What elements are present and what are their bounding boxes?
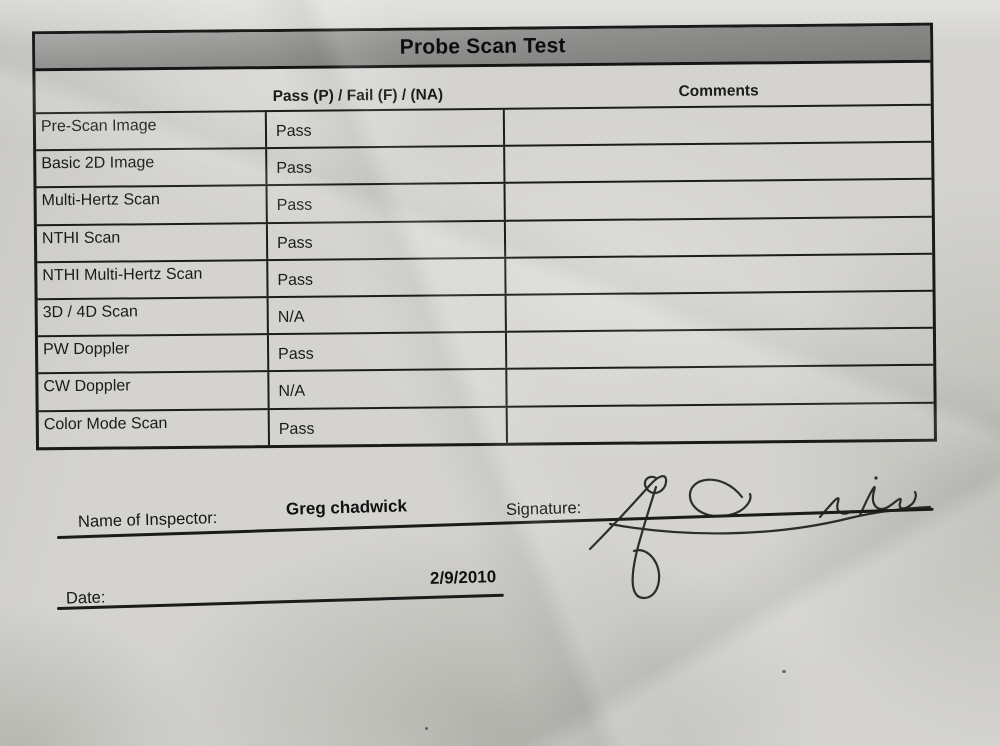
table-row: Color Mode Scan Pass xyxy=(38,403,934,447)
probe-scan-test-table: Probe Scan Test Pass (P) / Fail (F) / (N… xyxy=(32,22,937,450)
cell-comment xyxy=(507,329,933,368)
cell-comment xyxy=(506,180,932,219)
date-line xyxy=(56,593,504,610)
cell-result: N/A xyxy=(269,370,508,408)
cell-result: Pass xyxy=(267,146,506,185)
paper-speck xyxy=(425,727,428,730)
cell-test-name: NTHI Scan xyxy=(36,223,269,262)
cell-result: Pass xyxy=(268,258,507,297)
header-result-col: Pass (P) / Fail (F) / (NA) xyxy=(272,86,444,106)
cell-result: Pass xyxy=(269,407,508,445)
table-title: Probe Scan Test xyxy=(399,34,566,59)
header-comments-col: Comments xyxy=(678,82,759,101)
cell-test-name: CW Doppler xyxy=(38,372,270,410)
inspector-label: Name of Inspector: xyxy=(77,509,218,531)
signature-scrawl xyxy=(588,475,932,600)
cell-result: Pass xyxy=(268,332,508,371)
cell-result: Pass xyxy=(266,109,506,148)
cell-comment xyxy=(505,143,931,182)
cell-comment xyxy=(506,254,932,293)
paper-speck xyxy=(782,670,786,673)
cell-comment xyxy=(507,366,933,405)
cell-comment xyxy=(505,106,931,145)
cell-result: Pass xyxy=(267,221,507,259)
cell-test-name: NTHI Multi-Hertz Scan xyxy=(37,260,269,299)
header-test-col xyxy=(35,69,268,112)
cell-result: N/A xyxy=(268,295,507,334)
cell-comment xyxy=(506,217,932,256)
cell-comment xyxy=(508,403,934,442)
cell-test-name: Multi-Hertz Scan xyxy=(36,186,268,224)
cell-test-name: 3D / 4D Scan xyxy=(37,298,269,336)
cell-test-name: Color Mode Scan xyxy=(38,409,270,447)
cell-test-name: Pre-Scan Image xyxy=(35,112,268,150)
cell-test-name: Basic 2D Image xyxy=(36,149,268,187)
cell-comment xyxy=(507,292,933,331)
inspector-name-value: Greg chadwick xyxy=(285,496,408,519)
date-value: 2/9/2010 xyxy=(429,567,497,588)
cell-result: Pass xyxy=(267,184,506,222)
cell-test-name: PW Doppler xyxy=(37,335,270,373)
